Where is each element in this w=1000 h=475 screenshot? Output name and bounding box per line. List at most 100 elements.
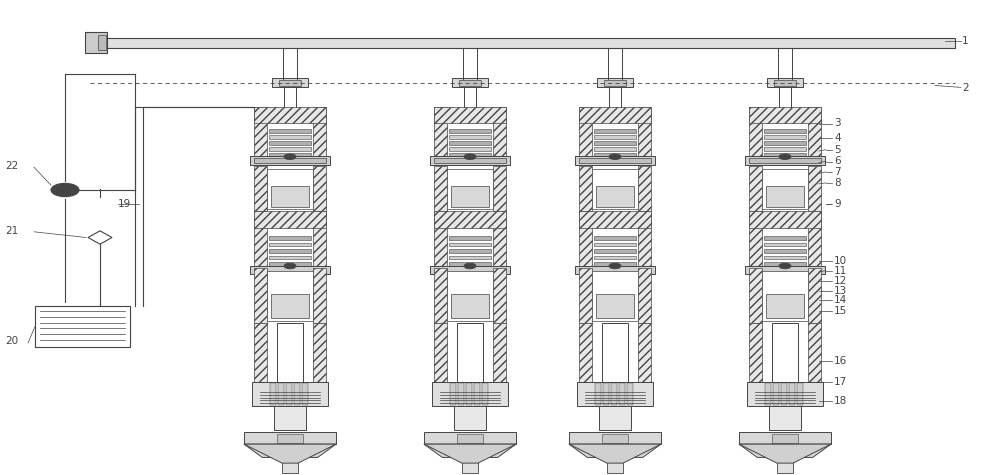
Bar [808,268,821,323]
Text: 14: 14 [834,295,847,305]
Bar [594,135,636,139]
Bar [764,141,806,145]
Bar [269,147,311,151]
Polygon shape [424,444,516,457]
Bar [781,383,787,405]
Text: 2: 2 [962,83,969,93]
Bar [294,383,300,405]
Bar [274,406,306,430]
Bar [434,166,447,211]
Bar [90,38,955,48]
Bar [462,454,478,473]
Bar [454,406,486,430]
Bar [603,383,609,405]
Bar [434,211,506,228]
Bar [434,107,506,123]
Bar [449,135,491,139]
Bar [254,211,267,268]
Bar [313,268,326,323]
Bar [313,166,326,211]
Bar [749,107,821,123]
Bar [739,432,831,444]
Bar [457,323,483,382]
Circle shape [284,154,296,160]
Bar [269,135,311,139]
Circle shape [464,263,476,269]
Bar [269,236,311,240]
Bar [611,383,617,405]
Bar [85,32,107,53]
Bar [808,323,821,382]
Bar [449,243,491,247]
Bar [271,186,309,207]
Bar [594,256,636,259]
Bar [447,271,493,321]
Bar [313,107,326,159]
Bar [594,236,636,240]
Text: 7: 7 [834,167,841,177]
Bar [254,107,326,123]
Polygon shape [569,444,661,457]
Text: 16: 16 [834,356,847,366]
Text: 13: 13 [834,285,847,296]
Polygon shape [244,444,336,463]
Text: 18: 18 [834,396,847,407]
Bar [482,383,488,405]
Bar [594,243,636,247]
Bar [602,434,628,443]
Bar [313,211,326,268]
Bar [458,383,464,405]
Text: 22: 22 [5,161,18,171]
Bar [424,432,516,444]
Bar [449,256,491,259]
Polygon shape [88,231,112,244]
Bar [596,294,634,318]
Bar [579,211,651,228]
Bar [745,156,825,165]
Bar [594,249,636,253]
Polygon shape [739,444,831,463]
Bar [595,383,601,405]
Bar [594,262,636,266]
Bar [602,323,628,382]
Bar [596,186,634,207]
Bar [269,256,311,259]
Text: 6: 6 [834,156,841,167]
Bar [250,156,330,165]
Bar [254,211,326,228]
Bar [269,262,311,266]
Bar [449,147,491,151]
Bar [449,249,491,253]
Bar [745,266,825,274]
Text: 21: 21 [5,226,18,236]
Bar [451,294,489,318]
Bar [764,256,806,259]
Bar [749,166,762,211]
Bar [604,80,626,86]
Bar [579,211,592,268]
Bar [772,323,798,382]
Bar [430,156,510,165]
Bar [449,129,491,133]
Bar [749,107,762,159]
Text: 9: 9 [834,199,841,209]
Polygon shape [739,444,831,457]
Bar [459,80,481,86]
Bar [747,382,823,406]
Bar [579,158,651,163]
Text: 12: 12 [834,276,847,286]
Bar [764,262,806,266]
Bar [493,323,506,382]
Bar [430,266,510,274]
Bar [432,382,508,406]
Circle shape [464,154,476,160]
Bar [434,107,447,159]
Bar [450,383,456,405]
Bar [764,243,806,247]
Bar [493,211,506,268]
Bar [594,141,636,145]
Bar [279,80,301,86]
Bar [789,383,795,405]
Bar [457,434,483,443]
Bar [447,169,493,209]
